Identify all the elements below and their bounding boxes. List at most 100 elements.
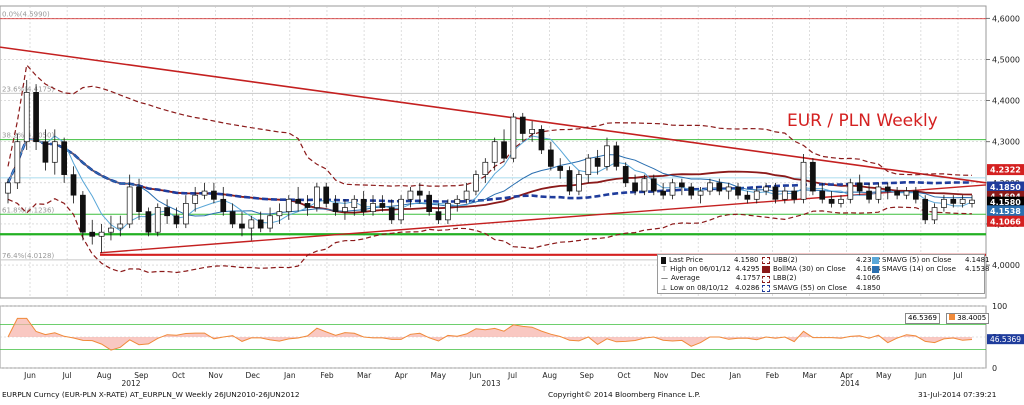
legend-item: UBB(2) 4.2322 [762,256,881,265]
y-tick-label: 4,3000 [992,138,1020,147]
candle [912,186,919,204]
candle-body [182,203,189,225]
candle [725,182,732,200]
x-tick-label: Dec [691,371,706,380]
candle-body [229,211,236,225]
line-swatch [762,275,770,283]
candle-body [772,186,779,200]
candle-body [379,203,386,208]
candle [847,178,854,204]
legend-value: 4.1580 [734,256,759,264]
candle [716,178,723,196]
candle [173,207,180,229]
chart-title: EUR / PLN Weekly [787,111,938,131]
legend-label: Average [671,274,700,283]
legend-value: 4.1538 [965,265,990,274]
candle [360,191,367,216]
candle [211,182,217,204]
x-tick-label: Jun [469,371,482,380]
x-tick-label: Jul [62,371,72,380]
candle-body [295,198,301,204]
candle [342,199,348,220]
legend-value: 4.1757 [736,274,761,283]
price-tag [987,205,1024,217]
oscillator-panel: 10050046.5369 [0,302,1024,373]
candle [33,84,39,150]
oscillator-value-b-text: 38.4005 [957,314,987,322]
legend-value: 4.1850 [856,283,881,292]
line-swatch [762,284,770,292]
candle [267,207,273,233]
candle [370,195,376,216]
candle [388,199,395,224]
candle [14,133,21,190]
legend-col-price: Last Price 4.1580 ⊤ High on 06/01/12 4.4295—… [661,256,761,293]
fib-label: 23.6%(4.4175) [2,85,54,93]
candle-body [192,194,199,204]
candle-body [688,186,695,196]
candle-body [613,145,620,167]
candle-body [398,198,404,221]
candle-body [866,190,872,200]
line-swatch [872,266,879,274]
candle-body [847,182,854,200]
candle-body [800,161,807,200]
candle-body [445,203,451,221]
price-tag [987,181,1024,193]
candle-body [98,231,105,237]
candle-body [669,182,676,196]
candle-body [154,207,161,233]
candle-body [763,186,769,192]
candle-body [622,166,629,184]
line-swatch [872,257,879,265]
candle [753,186,760,204]
legend-item: SMAVG (55) on Close 4.1850 [762,284,881,293]
candles [5,80,975,253]
candle [538,125,545,155]
candle-body [5,182,11,194]
oscillator-line [7,317,973,351]
legend-item: SMAVG (5) on Close 4.1481 [872,256,990,265]
candle [304,195,311,216]
candle-body [332,203,339,212]
candle [969,195,975,208]
candle-body [744,194,751,200]
candle-body [342,207,348,212]
candle [164,199,170,224]
candle [323,182,330,208]
x-tick-label: Jul [507,371,517,380]
candle [547,141,554,171]
candle-body [585,157,592,175]
candle-body [473,174,479,192]
candle-body [969,199,975,204]
candle-body [136,186,142,212]
x-tick-label: Jun [23,371,36,380]
legend-label: SMAVG (55) on Close [773,283,847,292]
lower-bollinger-band [7,198,973,274]
candle [819,182,826,204]
legend-value: 4.1694 [856,265,881,274]
candle [220,186,227,216]
candle [959,195,966,208]
candle [285,195,292,220]
x-tick-label: Mar [802,371,817,380]
candle-body [566,170,573,192]
legend-item: BollMA (30) on Close 4.1694 [762,265,881,274]
candle-body [547,149,554,167]
candle-body [173,215,180,225]
legend-item: SMAVG (14) on Close 4.1538 [872,265,990,274]
candle [566,166,573,196]
candle-body [557,166,564,171]
candle-body [922,198,929,221]
candle-body [407,190,414,200]
candle-body [304,203,311,208]
candle-body [126,186,133,225]
candle [61,137,68,183]
candle [426,191,433,216]
candle-body [529,129,535,134]
oscillator-tick-label: 100 [992,302,1007,311]
x-tick-label: Feb [320,371,334,380]
candle-body [894,190,900,196]
